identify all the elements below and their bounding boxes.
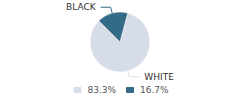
svg-text:BLACK: BLACK (66, 2, 97, 12)
svg-text:WHITE: WHITE (144, 72, 174, 82)
svg-text:83.3%: 83.3% (87, 85, 116, 95)
svg-text:16.7%: 16.7% (140, 85, 169, 95)
